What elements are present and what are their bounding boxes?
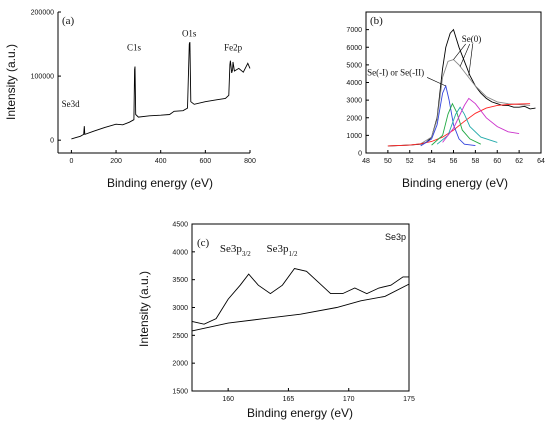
series-line-peak4 [442,97,520,143]
x-tick-label: 48 [362,158,370,165]
y-tick-label: 4000 [346,80,362,87]
x-tick-label: 800 [244,158,256,165]
peak-annotation: Se3d [62,99,81,109]
x-tick-label: 165 [283,396,295,403]
x-tick-label: 50 [384,158,392,165]
peak-annotation: O1s [182,28,197,38]
panel-label: (a) [62,15,75,27]
series-line-background [191,283,410,332]
series-line-peak2 [431,102,481,146]
series-line-0 [71,41,251,140]
panel-b: 48 50 52 54 56 58 60 62 64 0 1000 2000 3000 4000 5000 6… [346,11,545,190]
x-tick-label: 64 [537,158,545,165]
peak-annotation: Se(0) [462,34,482,44]
annotation-leader [453,43,466,60]
y-tick-label: 100000 [31,74,54,81]
annotation-subscript: 1/2 [289,250,298,258]
y-tick-label: 3000 [172,305,188,312]
y-tick-label: 2000 [172,361,188,368]
x-tick-label: 600 [200,158,212,165]
y-tick-label: 4000 [172,249,188,256]
x-tick-label: 175 [403,396,415,403]
series-line-peak3 [436,106,498,145]
x-tick-label: 170 [343,396,355,403]
x-tick-label: 54 [428,158,436,165]
x-axis-label: Binding energy (eV) [107,176,213,190]
x-tick-label: 58 [471,158,479,165]
x-axis-label: Binding energy (eV) [402,176,508,190]
series-line-measured [191,267,409,325]
y-tick-label: 1000 [346,133,362,140]
panel-label: (b) [370,15,383,27]
annotation-leader [459,43,470,67]
annotation-leader [468,43,474,76]
y-tick-label: 4500 [172,222,188,229]
x-tick-label: 0 [69,158,73,165]
peak-annotation: Se3p3/2 [220,243,251,258]
y-axis-label: Intensity (a.u.) [137,271,151,347]
y-tick-label: 6000 [346,45,362,52]
x-tick-label: 56 [450,158,458,165]
y-axis-label: Intensity (a.u.) [4,44,18,120]
peak-annotation: C1s [127,42,142,52]
peak-annotation: Se(-I) or Se(-II) [367,67,424,77]
y-tick-label: 2000 [346,115,362,122]
series-line-fit [387,59,531,147]
plot-frame [365,11,542,154]
y-tick-label: 7000 [346,27,362,34]
panel-a: 0 200 400 600 800 0 100000 200000 Binding energy… [4,10,256,191]
x-tick-label: 160 [222,396,234,403]
x-tick-label: 60 [493,158,501,165]
y-tick-label: 5000 [346,62,362,69]
series-line-peak1 [420,84,476,147]
x-tick-label: 200 [110,158,122,165]
y-tick-label: 2500 [172,333,188,340]
x-tick-label: 400 [155,158,167,165]
panel-c: 160 165 170 175 1500 2000 2500 3000 3500 4000 4500… [137,222,415,421]
x-tick-label: 52 [406,158,414,165]
y-tick-label: 0 [358,151,362,158]
series-line-background [387,103,531,147]
x-tick-label: 62 [515,158,523,165]
corner-label: Se3p [385,232,406,242]
y-tick-label: 200000 [31,10,54,17]
y-tick-label: 0 [50,138,54,145]
annotation-subscript: 3/2 [242,250,251,258]
y-tick-label: 3000 [346,98,362,105]
peak-annotation: Se3p1/2 [267,243,298,258]
panel-label: (c) [197,237,210,249]
annotation-leader [426,77,446,87]
y-tick-label: 3500 [172,277,188,284]
series-line-measured [387,28,536,147]
x-axis-label: Binding energy (eV) [247,406,353,420]
y-tick-label: 1500 [172,389,188,396]
peak-annotation: Fe2p [224,42,243,52]
